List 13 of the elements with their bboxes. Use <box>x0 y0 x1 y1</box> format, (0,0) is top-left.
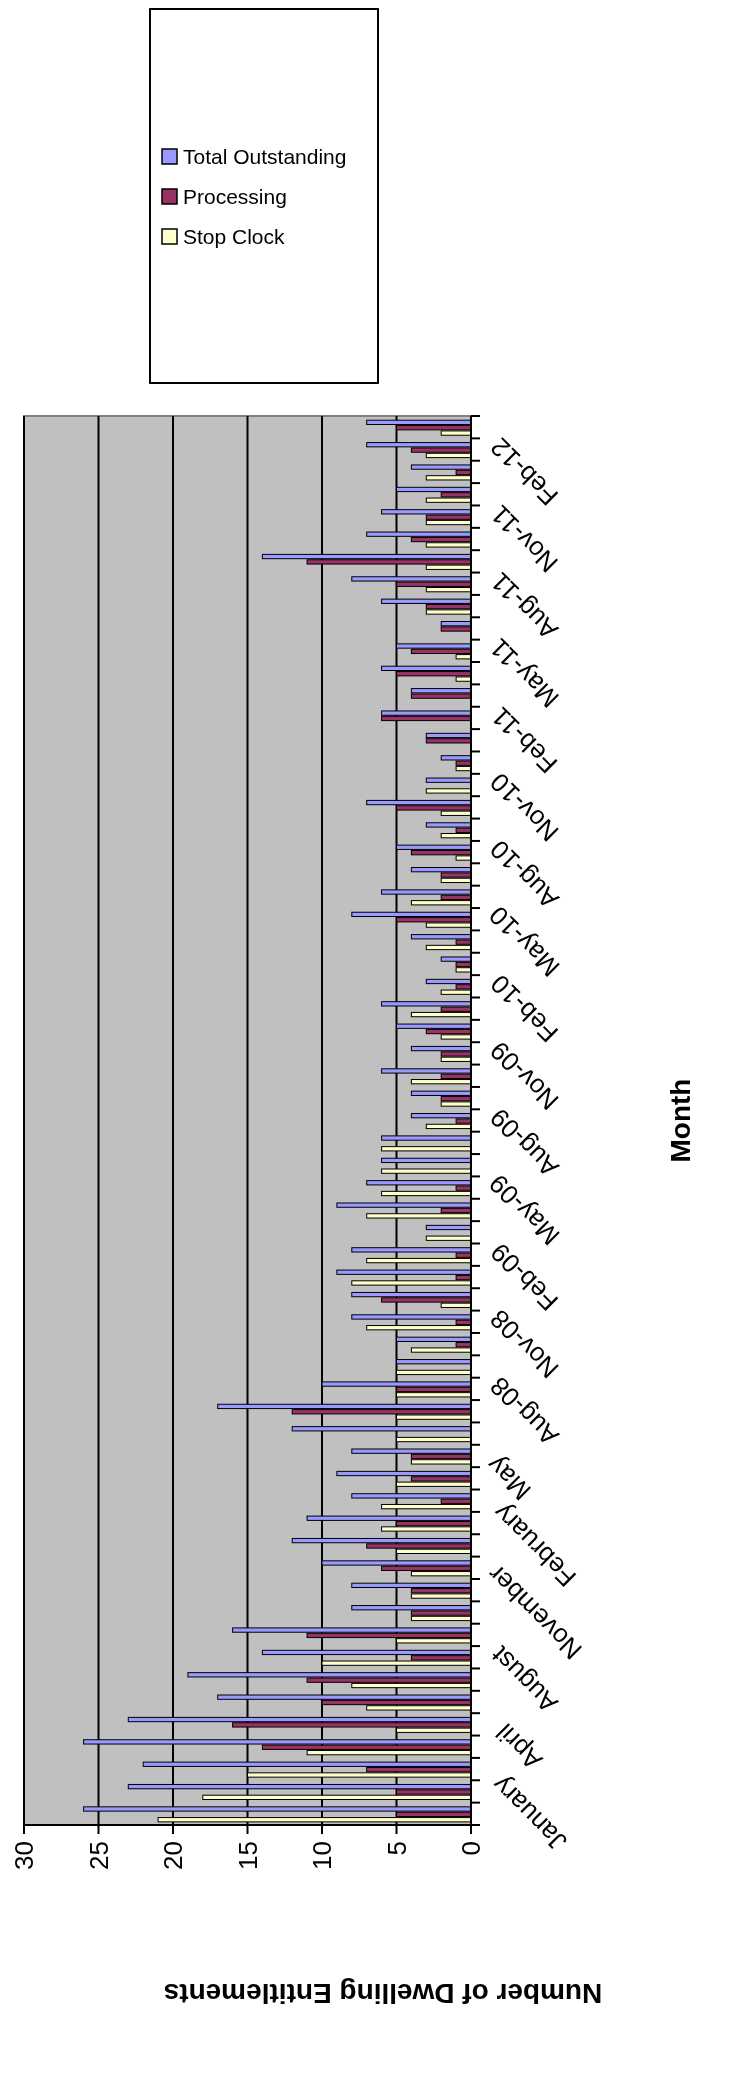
legend-label: Total Outstanding <box>183 145 347 169</box>
legend-label: Processing <box>183 185 287 209</box>
y-axis-title: Month <box>665 1078 696 1163</box>
x-tick-label: 30 <box>9 1841 40 1870</box>
y-tick-label: April <box>490 1717 549 1776</box>
x-axis-title: Number of Dwelling Entitlements <box>163 1978 603 2009</box>
x-tick-label: 10 <box>307 1841 338 1870</box>
x-tick-label: 25 <box>83 1841 114 1870</box>
legend-label: Stop Clock <box>183 225 286 249</box>
x-tick-label: 0 <box>456 1841 487 1856</box>
x-tick-label: 20 <box>158 1841 189 1870</box>
x-tick-label: 15 <box>232 1841 263 1870</box>
x-tick-label: 5 <box>381 1841 412 1856</box>
